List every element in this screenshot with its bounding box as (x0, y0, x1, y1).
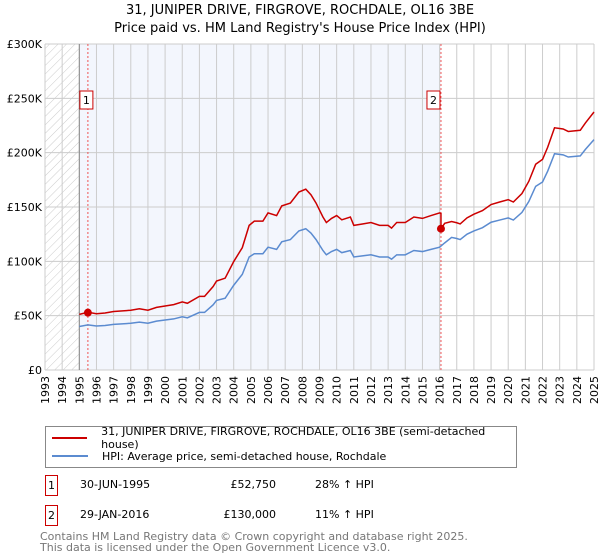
x-tick-label: 2000 (159, 376, 172, 404)
sale-badge: 2 (45, 505, 58, 526)
chart-title: 31, JUNIPER DRIVE, FIRGROVE, ROCHDALE, O… (0, 2, 600, 38)
legend-item-hpi: HPI: Average price, semi-detached house,… (46, 447, 386, 465)
x-tick-label: 2003 (211, 376, 224, 404)
sale-label-box (79, 90, 94, 110)
sale-label-box (426, 90, 441, 110)
x-tick-label: 2006 (262, 376, 275, 404)
y-tick-label: £50K (14, 310, 43, 323)
sale-price: £130,000 (223, 508, 277, 521)
x-tick-label: 1997 (108, 376, 121, 404)
x-tick-label: 1998 (125, 376, 138, 404)
y-tick-label: £200K (7, 147, 43, 160)
legend-label: HPI: Average price, semi-detached house,… (102, 449, 387, 463)
x-tick-label: 2015 (416, 376, 429, 404)
sale-point (436, 224, 445, 233)
footer-line: Contains HM Land Registry data © Crown c… (40, 530, 468, 543)
x-tick-label: 2014 (399, 376, 412, 404)
sale-point (83, 308, 92, 317)
sale-hpi-diff: 28% ↑ HPI (315, 478, 374, 491)
blue-line-swatch (52, 455, 88, 457)
sale-label: 2 (430, 94, 437, 107)
x-tick-label: 2012 (365, 376, 378, 404)
x-tick-label: 2023 (554, 376, 567, 404)
y-tick-label: £150K (7, 201, 43, 214)
legend: 31, JUNIPER DRIVE, FIRGROVE, ROCHDALE, O… (45, 425, 517, 468)
y-tick-label: £0 (28, 364, 42, 377)
hpi-line (79, 139, 595, 328)
x-tick-label: 1995 (73, 376, 86, 404)
x-tick-label: 1993 (39, 376, 52, 404)
sale-date: 29-JAN-2016 (80, 508, 150, 521)
sale-row: 1 30-JUN-1995 £52,750 28% ↑ HPI (45, 475, 545, 496)
x-tick-label: 2021 (519, 376, 532, 404)
legend-item-property: 31, JUNIPER DRIVE, FIRGROVE, ROCHDALE, O… (46, 425, 516, 451)
x-tick-label: 1996 (90, 376, 103, 404)
x-tick-label: 2017 (451, 376, 464, 404)
x-tick-label: 1994 (56, 376, 69, 404)
red-line-swatch (52, 437, 88, 439)
property-price-line (79, 111, 595, 316)
title-line: 31, JUNIPER DRIVE, FIRGROVE, ROCHDALE, O… (125, 3, 475, 18)
sale-price: £52,750 (230, 478, 277, 491)
y-tick-label: £250K (7, 92, 43, 105)
x-tick-label: 2016 (434, 376, 447, 404)
footer: Contains HM Land Registry data © Crown c… (40, 531, 468, 553)
x-tick-label: 2010 (331, 376, 344, 404)
sale-badge: 1 (45, 475, 58, 496)
sale-date: 30-JUN-1995 (80, 478, 151, 491)
x-tick-label: 2007 (279, 376, 292, 404)
x-tick-label: 2020 (502, 376, 515, 404)
x-tick-label: 2025 (588, 376, 600, 404)
footer-line: This data is licensed under the Open Gov… (40, 541, 391, 554)
x-tick-label: 2018 (468, 376, 481, 404)
sale-hpi-diff: 11% ↑ HPI (315, 508, 374, 521)
x-tick-label: 2005 (245, 376, 258, 404)
x-tick-label: 2009 (314, 376, 327, 404)
x-tick-label: 2022 (537, 376, 550, 404)
y-tick-label: £100K (7, 255, 43, 268)
sale-row: 2 29-JAN-2016 £130,000 11% ↑ HPI (45, 505, 545, 526)
x-tick-label: 1999 (142, 376, 155, 404)
subtitle-line: Price paid vs. HM Land Registry's House … (114, 21, 486, 36)
x-tick-label: 2008 (296, 376, 309, 404)
y-tick-label: £300K (7, 38, 43, 51)
x-tick-label: 2024 (571, 376, 584, 404)
price-chart: 1993 1994 1995 1996 1997 1998 1999 2000 2001 2002… (7, 38, 600, 404)
x-tick-label: 2004 (228, 376, 241, 404)
x-tick-label: 2002 (193, 376, 206, 404)
sale-label: 1 (83, 94, 90, 107)
legend-label: 31, JUNIPER DRIVE, FIRGROVE, ROCHDALE, O… (101, 425, 486, 451)
x-tick-label: 2019 (485, 376, 498, 404)
x-tick-label: 2001 (176, 376, 189, 404)
x-tick-label: 2011 (348, 376, 361, 404)
x-tick-label: 2013 (382, 376, 395, 404)
